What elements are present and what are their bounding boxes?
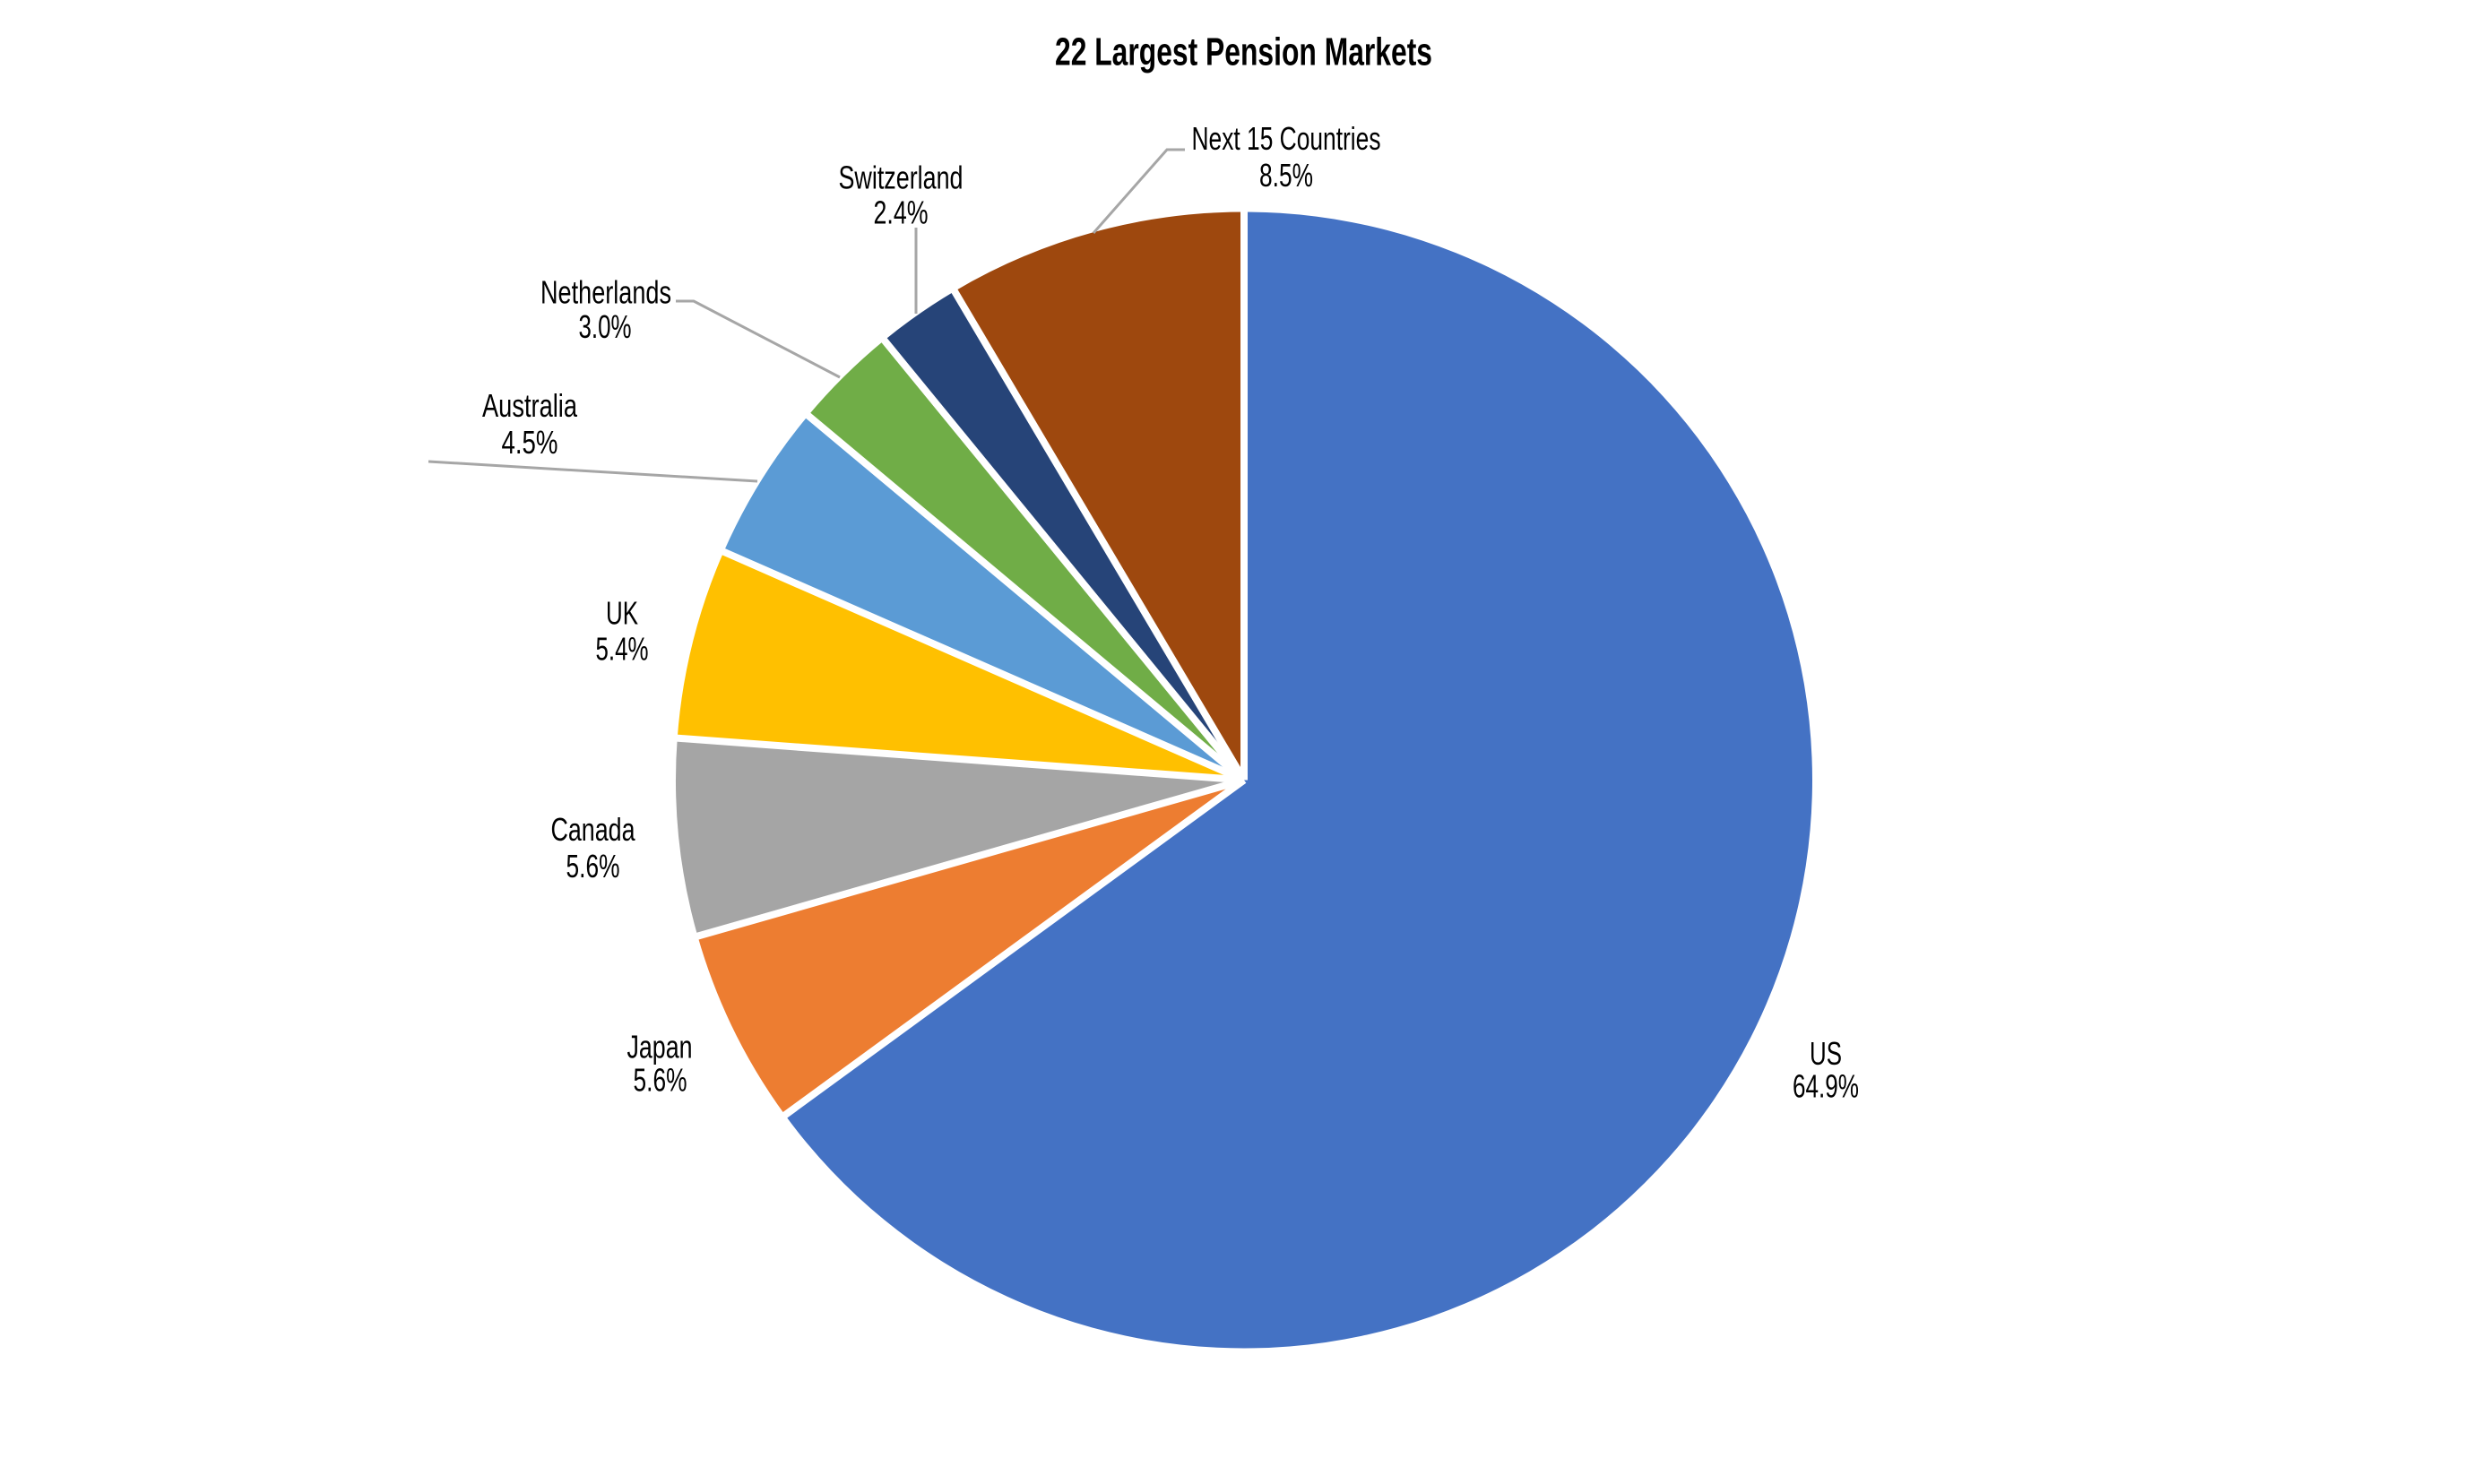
svg-text:Next 15 Countries: Next 15 Countries: [1192, 120, 1381, 157]
svg-text:8.5%: 8.5%: [1259, 157, 1313, 194]
svg-text:Netherlands: Netherlands: [540, 274, 671, 311]
svg-text:Switzerland: Switzerland: [839, 160, 964, 196]
svg-text:5.6%: 5.6%: [566, 848, 620, 884]
svg-text:5.6%: 5.6%: [634, 1062, 687, 1099]
svg-text:64.9%: 64.9%: [1793, 1068, 1859, 1105]
svg-text:4.5%: 4.5%: [502, 424, 558, 461]
svg-text:Australia: Australia: [482, 387, 578, 424]
svg-text:5.4%: 5.4%: [596, 631, 649, 668]
svg-text:3.0%: 3.0%: [579, 308, 632, 345]
svg-text:2.4%: 2.4%: [874, 194, 929, 231]
svg-text:US: US: [1810, 1035, 1842, 1072]
svg-text:UK: UK: [606, 595, 638, 632]
svg-text:22 Largest Pension Markets: 22 Largest Pension Markets: [1055, 31, 1432, 74]
svg-text:Japan: Japan: [627, 1029, 693, 1066]
svg-text:Canada: Canada: [551, 811, 636, 848]
